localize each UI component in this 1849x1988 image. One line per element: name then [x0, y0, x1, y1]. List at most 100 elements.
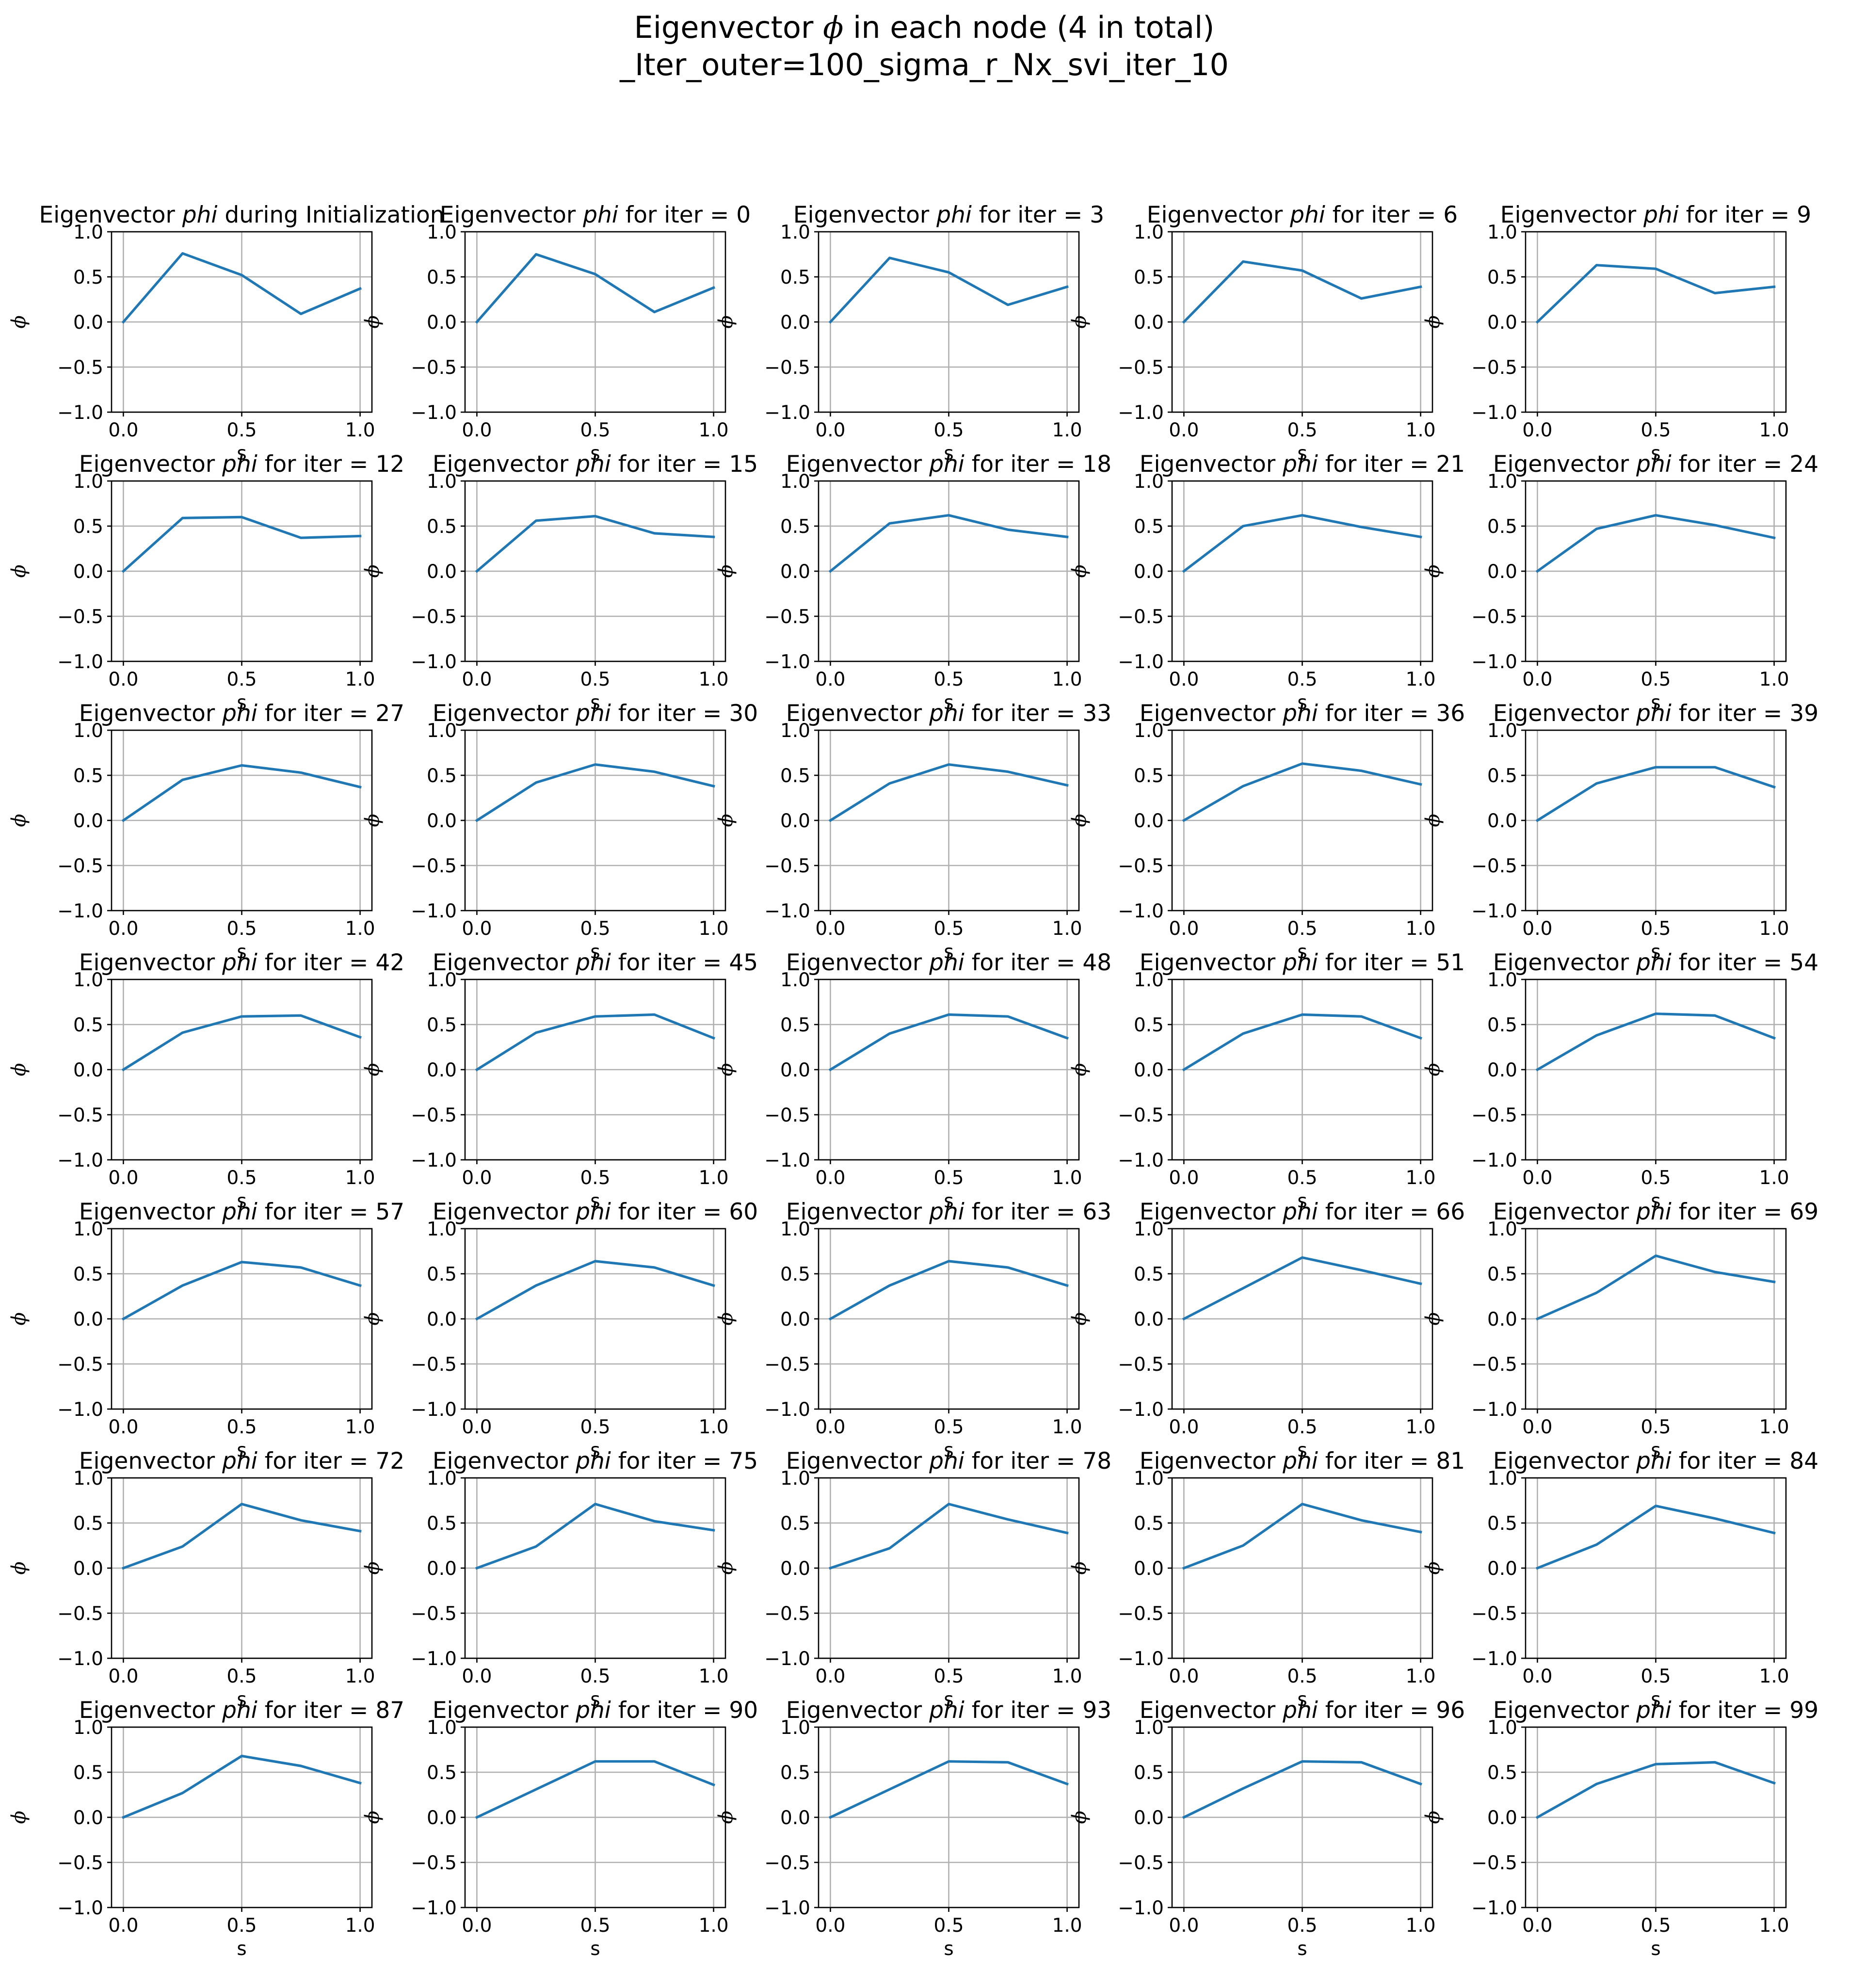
subplot-title: Eigenvector phi for iter = 0	[440, 202, 751, 228]
y-tick-label: 1.0	[1134, 222, 1164, 243]
axes-frame	[818, 1228, 1080, 1410]
axes-frame	[1171, 1726, 1433, 1908]
subplot-title-post: for iter = 81	[1318, 1448, 1465, 1475]
y-tick-label: 0.0	[1134, 1309, 1164, 1331]
y-tick-label: −1.0	[411, 1399, 457, 1421]
subplot-title-pre: Eigenvector	[1493, 1199, 1636, 1225]
axes-frame	[1171, 729, 1433, 912]
y-tick-label: 0.0	[1487, 1059, 1517, 1081]
subplot-title-italic: phi	[222, 451, 257, 478]
y-tick-label: −0.5	[1118, 1852, 1164, 1874]
x-axis-label: s	[1297, 941, 1307, 963]
y-tick-label: 0.0	[73, 1309, 103, 1331]
y-axis-label: ϕ	[361, 1312, 384, 1325]
y-tick-label: −1.0	[411, 402, 457, 424]
axes-frame	[1525, 729, 1787, 912]
x-tick-label: 0.0	[1169, 1416, 1199, 1438]
subplot-title-post: for iter = 84	[1672, 1448, 1818, 1475]
y-axis-label: ϕ	[361, 1561, 384, 1574]
x-tick-label: 0.5	[1287, 669, 1317, 690]
y-tick-label: −1.0	[57, 651, 103, 673]
y-axis-label: ϕ	[715, 1811, 737, 1824]
subplot-title-pre: Eigenvector	[79, 451, 222, 478]
y-tick-label: 1.0	[73, 1717, 103, 1739]
x-axis-label: s	[944, 1689, 953, 1711]
y-tick-label: 0.5	[73, 1014, 103, 1036]
subplot-title-pre: Eigenvector	[1140, 1448, 1283, 1475]
x-tick-label: 0.5	[1640, 1167, 1671, 1189]
y-tick-label: 0.0	[1487, 561, 1517, 583]
x-tick-label: 0.5	[580, 419, 610, 441]
subplot-title-italic: phi	[575, 949, 611, 976]
y-tick-label: −0.5	[57, 606, 103, 628]
subplot-title-post: for iter = 90	[611, 1697, 758, 1724]
x-tick-label: 0.5	[226, 1666, 257, 1687]
y-tick-label: 0.5	[1487, 267, 1517, 289]
subplot: Eigenvector phi for iter = 181.00.50.0−0…	[715, 451, 1111, 714]
subplot-title-pre: Eigenvector	[1493, 1697, 1636, 1724]
y-tick-label: 0.0	[1134, 1807, 1164, 1829]
axes-frame	[1171, 231, 1433, 413]
x-axis-label: s	[1651, 1938, 1660, 1960]
subplot: Eigenvector phi for iter = 841.00.50.0−0…	[1422, 1448, 1818, 1711]
subplot: Eigenvector phi for iter = 241.00.50.0−0…	[1422, 451, 1818, 714]
subplot: Eigenvector phi for iter = 361.00.50.0−0…	[1068, 700, 1465, 963]
y-tick-label: 0.5	[1487, 1264, 1517, 1285]
eigenvector-line	[475, 1260, 715, 1321]
y-tick-label: 1.0	[780, 720, 810, 742]
y-tick-label: 0.5	[427, 765, 457, 787]
y-tick-label: 0.0	[1487, 1807, 1517, 1829]
subplot: Eigenvector phi for iter = 541.00.50.0−0…	[1422, 949, 1818, 1212]
subplot-title: Eigenvector phi for iter = 93	[786, 1697, 1111, 1724]
subplot-title: Eigenvector phi for iter = 84	[1493, 1448, 1818, 1475]
x-axis-label: s	[237, 1938, 246, 1960]
x-tick-label: 0.5	[580, 1167, 610, 1189]
axes-frame	[818, 729, 1080, 912]
y-tick-label: −1.0	[1118, 1897, 1164, 1919]
eigenvector-line	[475, 1503, 715, 1570]
x-tick-label: 0.0	[1169, 918, 1199, 940]
subplot-title-pre: Eigenvector	[1493, 949, 1636, 976]
y-tick-label: 0.0	[73, 810, 103, 832]
subplot-title-italic: phi	[222, 700, 257, 727]
subplot-title-post: for iter = 66	[1318, 1199, 1465, 1225]
subplot-title-italic: phi	[182, 202, 218, 228]
subplot-title-post: for iter = 18	[965, 451, 1111, 478]
eigenvector-line	[1535, 264, 1776, 324]
y-tick-label: −1.0	[411, 651, 457, 673]
y-tick-label: 0.5	[780, 267, 810, 289]
subplot-title-post: for iter = 36	[1318, 700, 1465, 727]
subplot-title-pre: Eigenvector	[786, 700, 929, 727]
subplot: Eigenvector phi for iter = 901.00.50.0−0…	[361, 1697, 758, 1960]
y-tick-label: 0.0	[780, 810, 810, 832]
y-tick-label: 1.0	[1134, 969, 1164, 991]
subplot: Eigenvector phi for iter = 931.00.50.0−0…	[715, 1697, 1111, 1960]
subplot-title-post: for iter = 69	[1672, 1199, 1818, 1225]
subplot: Eigenvector phi for iter = 01.00.50.0−0.…	[361, 202, 751, 465]
y-tick-label: −0.5	[1471, 606, 1517, 628]
subplot-title-pre: Eigenvector	[433, 949, 576, 976]
y-tick-label: 1.0	[1134, 720, 1164, 742]
x-tick-label: 0.0	[108, 1167, 138, 1189]
y-tick-label: 0.0	[1134, 312, 1164, 334]
x-tick-label: 0.0	[462, 1416, 492, 1438]
y-tick-label: −1.0	[411, 1150, 457, 1171]
x-tick-label: 0.5	[1287, 1915, 1317, 1937]
y-tick-label: −1.0	[411, 1897, 457, 1919]
x-tick-label: 0.0	[108, 419, 138, 441]
y-tick-label: 1.0	[1487, 969, 1517, 991]
y-tick-label: −1.0	[57, 1399, 103, 1421]
y-tick-label: −1.0	[57, 1648, 103, 1670]
subplot-title-italic: phi	[575, 1199, 611, 1225]
y-tick-label: 1.0	[1487, 222, 1517, 243]
x-tick-label: 0.5	[933, 669, 964, 690]
x-tick-label: 0.5	[226, 1915, 257, 1937]
y-axis-label: ϕ	[715, 1561, 737, 1574]
eigenvector-line	[1182, 1013, 1422, 1072]
subplot-title-post: for iter = 24	[1672, 451, 1818, 478]
y-tick-label: 1.0	[427, 471, 457, 493]
subplot-title-pre: Eigenvector	[1493, 1448, 1636, 1475]
y-tick-label: 0.5	[780, 516, 810, 538]
x-tick-label: 1.0	[1406, 1666, 1436, 1687]
subplot: Eigenvector phi for iter = 601.00.50.0−0…	[361, 1199, 758, 1461]
